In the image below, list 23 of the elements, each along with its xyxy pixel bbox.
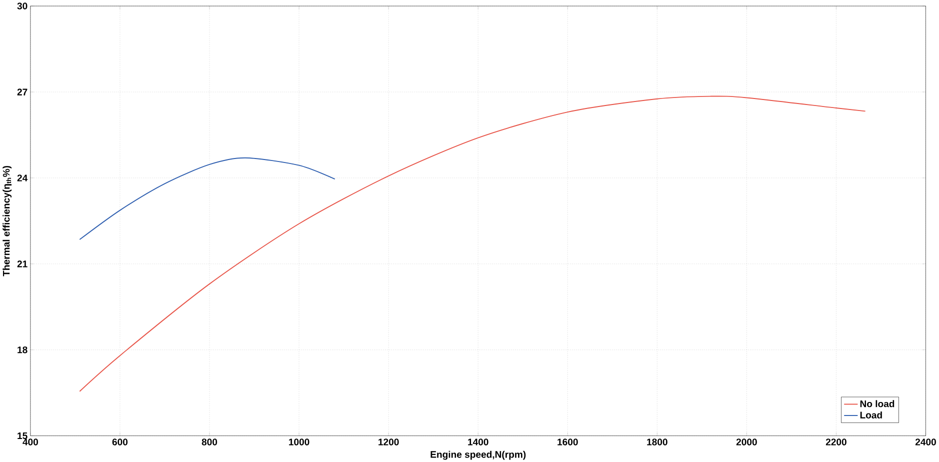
x-tick-label: 2400 <box>915 438 936 446</box>
legend-label: Load <box>860 411 882 418</box>
line-series <box>79 96 866 392</box>
y-tick-label: 24 <box>17 174 28 182</box>
x-tick-label: 1400 <box>468 438 488 446</box>
x-tick-label: 1600 <box>558 438 578 446</box>
x-tick-label: 600 <box>112 438 128 446</box>
y-axis-title: Thermal efficiency(η$_{th}$%) <box>2 166 12 276</box>
x-tick-label: 1200 <box>378 438 399 446</box>
x-tick-label: 800 <box>202 438 218 446</box>
x-tick-label: 2000 <box>736 438 757 446</box>
y-tick-label: 27 <box>17 88 28 96</box>
y-tick-label: 30 <box>17 2 28 10</box>
y-tick-label: 15 <box>18 432 28 439</box>
legend-label: No load <box>860 400 894 407</box>
x-tick-label: 2200 <box>826 438 846 446</box>
x-axis-title: Engine speed,N(rpm) <box>430 450 526 460</box>
line-series <box>79 157 336 240</box>
y-tick-label: 21 <box>17 260 28 268</box>
x-tick-label: 1800 <box>647 438 668 446</box>
x-tick-label: 400 <box>22 438 38 446</box>
x-tick-label: 1000 <box>289 438 310 446</box>
y-tick-label: 18 <box>18 346 28 354</box>
